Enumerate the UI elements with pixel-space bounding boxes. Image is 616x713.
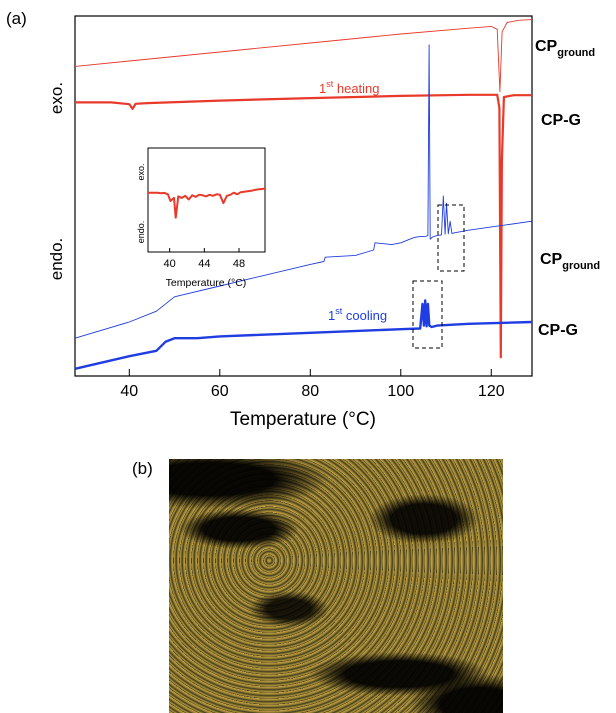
- label-cp-g-heating: CP-G: [541, 112, 581, 129]
- cooling-annotation: 1st cooling: [328, 306, 387, 323]
- inset-frame: [147, 147, 266, 253]
- inset-x-axis-label: Temperature (°C): [166, 277, 247, 289]
- inset-x-tick-label-1: 44: [198, 258, 210, 270]
- main-series-line-2: [74, 44, 533, 339]
- label-cp-ground-heating: CPground: [535, 38, 595, 59]
- heating-peak-box: [437, 204, 465, 272]
- main-x-tick-label-3: 100: [387, 383, 414, 400]
- main-x-tick-label-1: 60: [211, 383, 229, 400]
- exo-label: exo.: [47, 82, 66, 114]
- label-cp-ground-cooling: CPground: [540, 251, 600, 272]
- inset-plot-area: [148, 187, 266, 219]
- heating-annotation: 1st heating: [319, 79, 380, 96]
- label-cp-g-cooling: CP-G: [538, 322, 578, 339]
- main-x-tick-label-0: 40: [120, 383, 138, 400]
- main-series-line-1: [75, 93, 532, 359]
- main-plot-area: [74, 19, 533, 370]
- main-plot-frame: [74, 15, 533, 377]
- main-x-tick-label-2: 80: [301, 383, 319, 400]
- main-x-tick-label-4: 120: [478, 383, 505, 400]
- inset-x-tick-label-2: 48: [233, 258, 245, 270]
- cooling-peak-box: [412, 280, 443, 349]
- inset-exo-label: exo.: [136, 163, 146, 180]
- panel-label-b: (b): [132, 459, 153, 478]
- micrograph-image: [169, 459, 503, 713]
- main-x-axis: 40 60 80 100 120: [120, 369, 505, 400]
- main-series-line-0: [74, 19, 533, 93]
- main-x-axis-label: Temperature (°C): [230, 409, 376, 430]
- endo-label: endo.: [47, 238, 66, 281]
- main-series-line-3: [74, 299, 533, 370]
- panel-label-a: (a): [6, 9, 27, 28]
- inset-endo-label: endo.: [136, 221, 146, 244]
- inset-x-tick-label-0: 40: [164, 258, 176, 270]
- inset-x-axis: 40 44 48: [164, 248, 245, 270]
- inset-series-line-0: [148, 187, 266, 219]
